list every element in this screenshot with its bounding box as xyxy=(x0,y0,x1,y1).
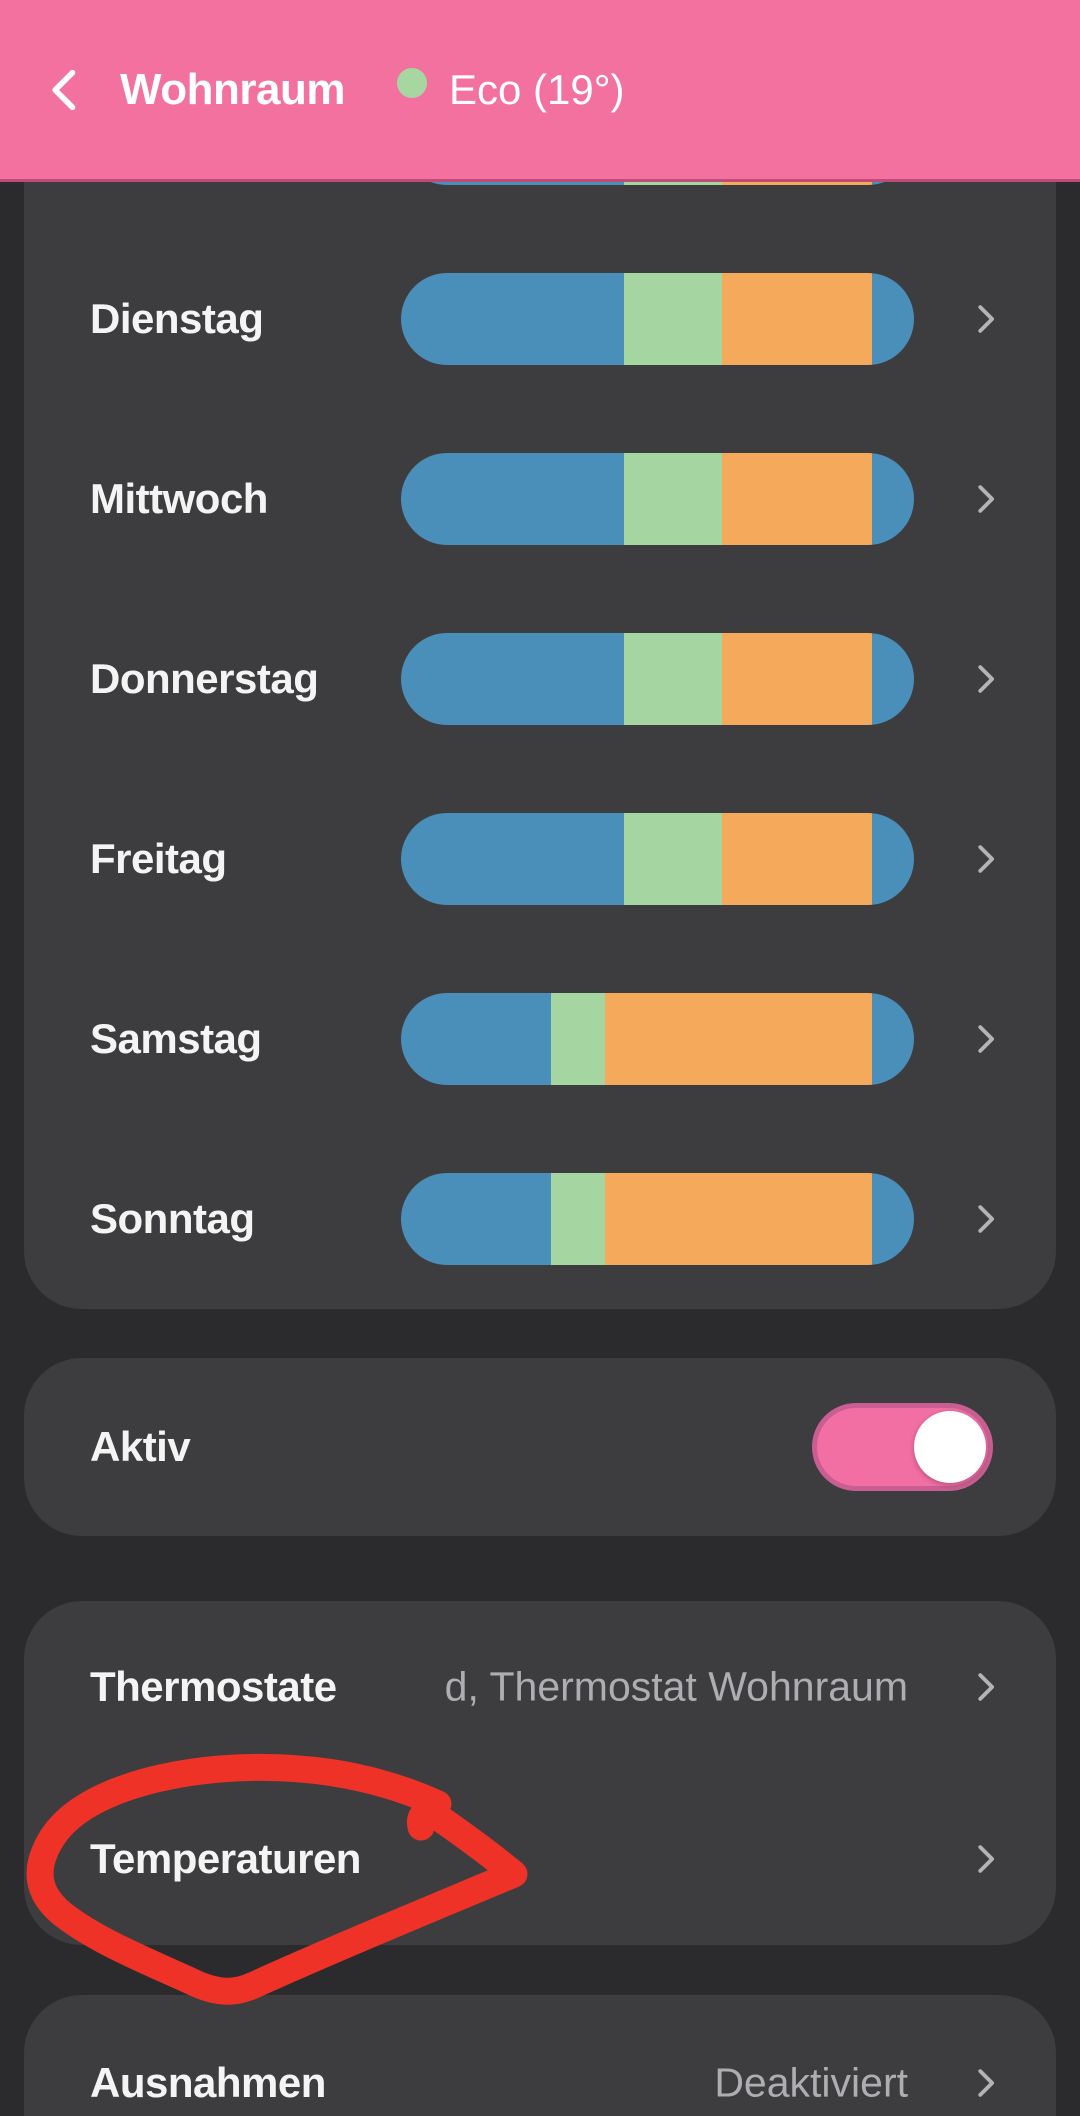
day-schedule-bar[interactable] xyxy=(401,453,914,545)
day-schedule-bar[interactable] xyxy=(401,993,914,1085)
mode-subtitle: Eco (19°) xyxy=(448,65,625,113)
schedule-segment-green xyxy=(624,633,723,725)
day-schedule-bar[interactable] xyxy=(401,813,914,905)
chevron-right-icon xyxy=(978,1673,995,1701)
schedule-segment-blue xyxy=(871,993,914,1085)
schedule-segment-orange xyxy=(605,993,872,1085)
schedule-segment-green xyxy=(550,1173,606,1265)
schedule-segment-orange xyxy=(605,1173,872,1265)
active-label: Aktiv xyxy=(90,1423,191,1470)
schedule-segment-orange xyxy=(722,453,872,545)
schedule-row-samstag[interactable]: Samstag xyxy=(24,949,1056,1129)
chevron-right-icon xyxy=(978,665,995,693)
schedule-segment-orange xyxy=(722,813,872,905)
day-label: Dienstag xyxy=(90,295,264,342)
schedule-segment-blue xyxy=(401,813,625,905)
chevron-left-icon xyxy=(52,69,76,110)
day-label: Sonntag xyxy=(90,1195,255,1242)
schedule-row-mittwoch[interactable]: Mittwoch xyxy=(24,409,1056,589)
chevron-right-icon xyxy=(978,845,995,873)
schedule-segment-orange xyxy=(722,633,872,725)
schedule-segment-green xyxy=(624,453,723,545)
exceptions-value: Deaktiviert xyxy=(714,2059,908,2106)
schedule-segment-green xyxy=(624,813,723,905)
schedule-segment-blue xyxy=(871,273,914,365)
schedule-segment-blue xyxy=(401,633,625,725)
page-title: Wohnraum xyxy=(120,64,345,114)
exceptions-label: Ausnahmen xyxy=(90,2059,326,2106)
thermostats-value: d, Thermostat Wohnraum xyxy=(444,1663,908,1710)
schedule-row-donnerstag[interactable]: Donnerstag xyxy=(24,589,1056,769)
day-schedule-bar[interactable] xyxy=(401,273,914,365)
eco-status-dot xyxy=(396,67,427,98)
schedule-segment-blue xyxy=(401,1173,551,1265)
day-label: Samstag xyxy=(90,1015,262,1062)
exceptions-card: Ausnahmen Deaktiviert xyxy=(24,1995,1056,2116)
chevron-right-icon xyxy=(978,1845,995,1873)
day-schedule-bar[interactable] xyxy=(401,1173,914,1265)
settings-card: Thermostate d, Thermostat Wohnraum Tempe… xyxy=(24,1601,1056,1945)
exceptions-row[interactable]: Ausnahmen Deaktiviert xyxy=(24,1995,1056,2116)
schedule-row-dienstag[interactable]: Dienstag xyxy=(24,229,1056,409)
temperatures-label: Temperaturen xyxy=(90,1835,361,1882)
chevron-right-icon xyxy=(978,2069,995,2097)
day-label: Donnerstag xyxy=(90,655,319,702)
schedule-segment-blue xyxy=(871,1173,914,1265)
schedule-segment-green xyxy=(550,993,606,1085)
weekly-schedule-card: Montag Dienstag Mittwoch Donnerstag Frei… xyxy=(24,49,1056,1309)
chevron-right-icon xyxy=(978,1205,995,1233)
day-label: Mittwoch xyxy=(90,475,268,522)
schedule-segment-blue xyxy=(871,813,914,905)
chevron-right-icon xyxy=(978,1025,995,1053)
chevron-right-icon xyxy=(978,305,995,333)
back-button[interactable] xyxy=(34,58,98,122)
day-label: Freitag xyxy=(90,835,227,882)
active-row[interactable]: Aktiv xyxy=(24,1358,1056,1536)
app-header: Wohnraum Eco (19°) xyxy=(0,0,1080,182)
schedule-row-sonntag[interactable]: Sonntag xyxy=(24,1129,1056,1309)
schedule-row-freitag[interactable]: Freitag xyxy=(24,769,1056,949)
schedule-segment-blue xyxy=(401,273,625,365)
schedule-segment-blue xyxy=(401,453,625,545)
schedule-segment-blue xyxy=(401,993,551,1085)
chevron-right-icon xyxy=(978,485,995,513)
schedule-days-list: Montag Dienstag Mittwoch Donnerstag Frei… xyxy=(24,49,1056,1309)
active-toggle[interactable] xyxy=(812,1403,993,1491)
day-schedule-bar[interactable] xyxy=(401,633,914,725)
toggle-thumb xyxy=(914,1411,986,1483)
thermostats-label: Thermostate xyxy=(90,1663,337,1710)
thermostats-row[interactable]: Thermostate d, Thermostat Wohnraum xyxy=(24,1601,1056,1773)
schedule-segment-green xyxy=(624,273,723,365)
schedule-segment-orange xyxy=(722,273,872,365)
schedule-segment-blue xyxy=(871,453,914,545)
active-card: Aktiv xyxy=(24,1358,1056,1536)
schedule-segment-blue xyxy=(871,633,914,725)
temperatures-row[interactable]: Temperaturen xyxy=(24,1773,1056,1945)
